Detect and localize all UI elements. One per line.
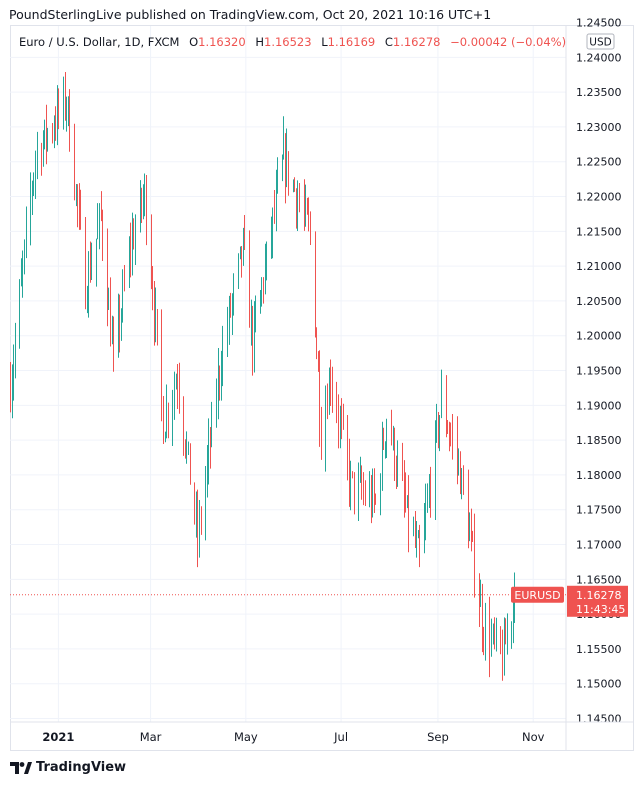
symbol-legend: Euro / U.S. Dollar, 1D, FXCM O1.16320 H1… xyxy=(19,35,566,49)
y-tick-label: 1.19000 xyxy=(576,399,622,412)
y-tick-label: 1.19500 xyxy=(576,365,622,378)
y-tick-label: 1.23000 xyxy=(576,121,622,134)
x-tick-label: Sep xyxy=(427,730,449,744)
y-tick-label: 1.20000 xyxy=(576,330,622,343)
close-value: 1.16278 xyxy=(392,35,441,49)
y-tick-label: 1.14500 xyxy=(576,713,622,726)
symbol-name: Euro / U.S. Dollar, 1D, FXCM xyxy=(19,35,180,49)
last-price-tag xyxy=(567,585,628,617)
tradingview-logo-icon xyxy=(10,761,32,774)
y-tick-label: 1.22000 xyxy=(576,191,622,204)
y-tick-label: 1.24500 xyxy=(576,17,622,30)
brand-name: TradingView xyxy=(36,760,127,775)
currency-badge xyxy=(586,33,615,50)
y-tick-label: 1.15500 xyxy=(576,643,622,656)
y-tick-label: 1.18000 xyxy=(576,469,622,482)
y-tick-label: 1.17000 xyxy=(576,539,622,552)
symbol-tag-label: EURUSD xyxy=(514,589,560,602)
chart-frame xyxy=(10,25,634,751)
low-value: 1.16169 xyxy=(327,35,376,49)
y-tick-label: 1.21500 xyxy=(576,225,622,238)
x-tick-label: Jul xyxy=(333,730,348,744)
y-tick-label: 1.17500 xyxy=(576,504,622,517)
y-tick-label: 1.23500 xyxy=(576,86,622,99)
x-tick-label: Nov xyxy=(522,730,545,744)
currency-label: USD xyxy=(589,37,611,49)
x-tick-label: May xyxy=(234,730,258,744)
y-tick-label: 1.21000 xyxy=(576,260,622,273)
y-tick-label: 1.20500 xyxy=(576,295,622,308)
low-label: L xyxy=(321,35,328,49)
high-value: 1.16523 xyxy=(264,35,312,49)
y-tick-label: 1.22500 xyxy=(576,156,622,169)
y-tick-label: 1.16500 xyxy=(576,573,622,586)
symbol-tag xyxy=(511,586,564,603)
high-label: H xyxy=(255,35,264,49)
x-tick-label: Mar xyxy=(140,730,162,744)
y-tick-label: 1.18500 xyxy=(576,434,622,447)
open-label: O xyxy=(189,35,199,49)
x-tick-label: 2021 xyxy=(42,730,74,744)
close-label: C xyxy=(384,35,393,49)
change-value: −0.00042 (−0.04%) xyxy=(450,35,567,49)
open-value: 1.16320 xyxy=(198,35,246,49)
footer-brand[interactable]: TradingView xyxy=(10,760,126,775)
y-tick-label: 1.15000 xyxy=(576,678,622,691)
bar-countdown: 11:43:45 xyxy=(576,603,625,616)
publisher-line: PoundSterlingLive published on TradingVi… xyxy=(9,7,492,22)
last-price-value: 1.16278 xyxy=(576,589,622,602)
y-tick-label: 1.24000 xyxy=(576,51,622,64)
